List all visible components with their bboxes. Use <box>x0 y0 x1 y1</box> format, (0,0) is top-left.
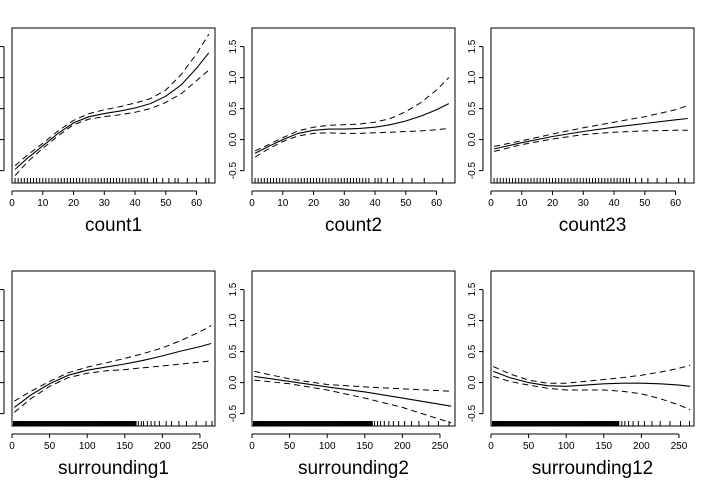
plot-panel-count1: 0 10 20 30 40 50 60 count1 <box>0 27 216 236</box>
x-axis-label: count23 <box>559 215 627 236</box>
x-tick-label: 0 <box>9 441 15 452</box>
x-tick-label: 20 <box>547 198 559 209</box>
x-axis-label: count1 <box>85 215 142 236</box>
x-tick-label: 200 <box>154 441 171 452</box>
y-tick-label: 1.5 <box>228 39 239 53</box>
x-tick-label: 250 <box>192 441 209 452</box>
plot-panel-surrounding1: 0 50 100 150 200 250 surrounding1 <box>0 270 216 479</box>
y-tick-label: 0.5 <box>467 101 478 115</box>
x-tick-label: 150 <box>116 441 133 452</box>
x-tick-label: 40 <box>608 198 620 209</box>
smooth-fit-line <box>14 52 210 170</box>
y-tick-label: 0.5 <box>228 101 239 115</box>
y-tick-label: 0.0 <box>228 375 239 389</box>
confidence-band-upper <box>494 105 688 147</box>
plot-frame <box>11 27 216 184</box>
confidence-band-lower <box>493 129 688 152</box>
x-tick-label: 10 <box>277 198 289 209</box>
plot-frame <box>490 27 695 184</box>
x-tick-label: 50 <box>639 198 651 209</box>
y-tick-label: 1.5 <box>467 39 478 53</box>
smooth-fit-line <box>493 117 688 150</box>
x-tick-label: 0 <box>488 441 494 452</box>
x-tick-label: 20 <box>68 198 80 209</box>
x-tick-label: 150 <box>595 441 612 452</box>
y-tick-label: 0.0 <box>467 375 478 389</box>
confidence-band-lower <box>14 69 210 176</box>
smooth-fit-line <box>13 342 212 408</box>
y-tick-label: 0.0 <box>467 132 478 146</box>
x-axis-label: surrounding2 <box>298 458 409 479</box>
y-tick-label: -0.5 <box>228 405 239 423</box>
x-tick-label: 100 <box>558 441 575 452</box>
confidence-band-upper <box>14 33 210 166</box>
confidence-band-upper <box>254 77 450 152</box>
y-tick-label: 0.5 <box>228 344 239 358</box>
y-tick-label: 1.0 <box>228 70 239 84</box>
x-tick-label: 30 <box>99 198 111 209</box>
y-tick-label: 1.5 <box>467 282 478 296</box>
x-tick-label: 10 <box>37 198 49 209</box>
x-tick-label: 0 <box>249 441 255 452</box>
smooth-fit-line <box>254 375 452 407</box>
x-tick-label: 50 <box>400 198 412 209</box>
plot-frame <box>490 270 695 427</box>
smooth-fit-line <box>254 103 450 154</box>
confidence-band-lower <box>13 360 212 413</box>
confidence-band-lower <box>493 375 691 411</box>
x-tick-label: 100 <box>319 441 336 452</box>
confidence-band-upper <box>254 370 452 392</box>
plot-panel-count23: 0 10 20 30 40 50 60 -0.5 0.0 0.5 1.0 1.5 count23 <box>467 27 695 236</box>
x-tick-label: 200 <box>633 441 650 452</box>
x-tick-label: 50 <box>44 441 56 452</box>
x-tick-label: 40 <box>129 198 141 209</box>
x-tick-label: 60 <box>670 198 682 209</box>
plot-frame <box>251 27 456 184</box>
y-tick-label: -0.5 <box>467 405 478 423</box>
x-tick-label: 30 <box>578 198 590 209</box>
confidence-band-upper <box>493 364 691 384</box>
x-tick-label: 0 <box>9 198 15 209</box>
y-tick-label: 1.0 <box>467 70 478 84</box>
x-tick-label: 50 <box>284 441 296 452</box>
x-tick-label: 150 <box>356 441 373 452</box>
x-tick-label: 0 <box>249 198 255 209</box>
confidence-band-lower <box>254 127 449 158</box>
x-axis-label: surrounding12 <box>532 458 653 479</box>
y-tick-label: 0.5 <box>467 344 478 358</box>
x-axis-label: surrounding1 <box>58 458 169 479</box>
confidence-band-upper <box>14 325 212 402</box>
x-tick-label: 60 <box>191 198 203 209</box>
y-tick-label: 1.0 <box>467 313 478 327</box>
y-tick-label: 0.0 <box>228 132 239 146</box>
x-tick-label: 250 <box>671 441 688 452</box>
x-tick-label: 10 <box>516 198 528 209</box>
x-tick-label: 200 <box>394 441 411 452</box>
confidence-band-lower <box>254 379 452 424</box>
x-tick-label: 50 <box>160 198 172 209</box>
plot-panel-surrounding12: 0 50 100 150 200 250 -0.5 0.0 0.5 1.0 1.5 surroundi… <box>467 270 695 479</box>
x-tick-label: 30 <box>339 198 351 209</box>
x-tick-label: 100 <box>79 441 96 452</box>
plot-panel-count2: 0 10 20 30 40 50 60 -0.5 0.0 0.5 1.0 1.5 count2 <box>228 27 456 236</box>
x-tick-label: 0 <box>488 198 494 209</box>
x-tick-label: 20 <box>308 198 320 209</box>
smooth-fit-line <box>493 370 691 387</box>
plot-frame <box>11 270 216 427</box>
x-tick-label: 250 <box>432 441 449 452</box>
x-axis-label: count2 <box>325 215 382 236</box>
plot-frame <box>251 270 456 427</box>
y-tick-label: 1.0 <box>228 313 239 327</box>
y-tick-label: 1.5 <box>228 282 239 296</box>
y-tick-label: -0.5 <box>467 162 478 180</box>
x-tick-label: 40 <box>369 198 381 209</box>
x-tick-label: 50 <box>523 441 535 452</box>
y-tick-label: -0.5 <box>228 162 239 180</box>
x-tick-label: 60 <box>431 198 443 209</box>
plot-panel-surrounding2: 0 50 100 150 200 250 -0.5 0.0 0.5 1.0 1.5 surroundi… <box>228 270 456 479</box>
